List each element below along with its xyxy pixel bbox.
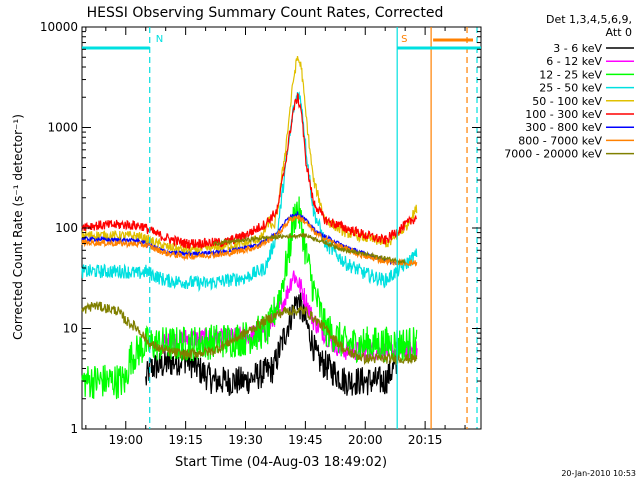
y-axis: 1 10 100 1000 10000 [40, 20, 481, 436]
x-tick-label: 19:30 [228, 433, 263, 447]
timestamp: 20-Jan-2010 10:53 [561, 469, 636, 478]
series-line [81, 91, 418, 293]
series-line [213, 232, 406, 265]
series-line [81, 214, 418, 267]
flag-label: N [156, 34, 163, 45]
x-axis: 19:00 19:15 19:30 19:45 20:00 20:15 [85, 27, 466, 447]
legend-label: 800 - 7000 keV [518, 134, 602, 147]
legend-label: 25 - 50 keV [539, 82, 602, 95]
y-tick-label: 10 [63, 322, 78, 336]
series-line [81, 92, 418, 250]
series-line [145, 292, 398, 396]
legend-label: 6 - 12 keV [546, 55, 602, 68]
legend-label: 50 - 100 keV [532, 95, 602, 108]
legend-label: 12 - 25 keV [539, 68, 602, 81]
legend-label: 300 - 800 keV [525, 121, 602, 134]
y-tick-label: 1 [70, 422, 78, 436]
flag-label: S [401, 34, 407, 45]
x-tick-label: 20:15 [408, 433, 443, 447]
legend-header: Det 1,3,4,5,6,9, [546, 13, 632, 26]
chart-title: HESSI Observing Summary Count Rates, Cor… [87, 5, 444, 21]
legend-subheader: Att 0 [606, 26, 632, 39]
legend-label: 7000 - 20000 keV [504, 148, 602, 161]
series-line [81, 211, 398, 265]
x-tick-label: 20:00 [348, 433, 383, 447]
legend-label: 100 - 300 keV [525, 108, 602, 121]
x-axis-label: Start Time (04-Aug-03 18:49:02) [175, 455, 387, 470]
x-tick-label: 19:15 [168, 433, 203, 447]
x-tick-label: 19:45 [288, 433, 323, 447]
y-tick-label: 1000 [47, 121, 78, 135]
y-tick-label: 10000 [40, 20, 78, 34]
y-tick-label: 100 [55, 221, 78, 235]
y-axis-label: Corrected Count Rate (s⁻¹ detector⁻¹) [11, 114, 25, 340]
legend-label: 3 - 6 keV [553, 42, 602, 55]
x-tick-label: 19:00 [108, 433, 143, 447]
series-line [81, 301, 418, 366]
series-line [81, 196, 418, 400]
